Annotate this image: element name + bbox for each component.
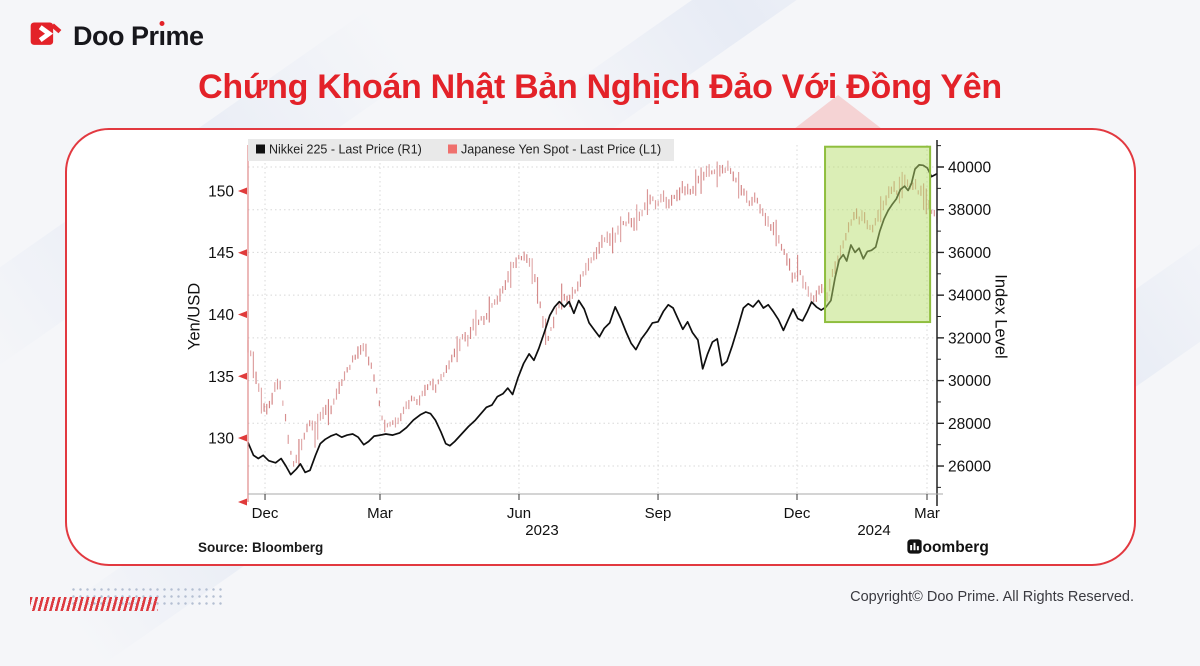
- copyright-text: Copyright© Doo Prime. All Rights Reserve…: [850, 589, 1134, 605]
- svg-text:Mar: Mar: [914, 505, 940, 522]
- svg-text:140: 140: [208, 307, 234, 324]
- right-axis: 26000 28000 30000 32000 34000 36000 38000 40000: [936, 140, 991, 506]
- left-axis-title: Yen/USD: [185, 282, 204, 351]
- svg-text:Japanese Yen Spot - Last Price: Japanese Yen Spot - Last Price (L1): [461, 143, 661, 157]
- svg-text:Sep: Sep: [645, 505, 672, 522]
- bloomberg-wordmark: Bloomberg: [907, 539, 989, 556]
- left-axis: 150 145 140 135 130: [208, 145, 249, 506]
- doo-prime-logo-icon: [30, 17, 64, 56]
- svg-text:130: 130: [208, 431, 234, 448]
- pink-triangle-decoration: [794, 95, 882, 129]
- chart-card: 150 145 140 135 130 26000 28000 30000 32000 34000…: [65, 128, 1136, 566]
- right-axis-title: Index Level: [991, 274, 1010, 359]
- svg-text:40000: 40000: [948, 159, 991, 176]
- svg-text:135: 135: [208, 369, 234, 386]
- svg-text:2023: 2023: [525, 522, 558, 539]
- svg-text:150: 150: [208, 183, 234, 200]
- svg-text:Dec: Dec: [784, 505, 811, 522]
- svg-text:Nikkei 225 - Last Price (R1): Nikkei 225 - Last Price (R1): [269, 143, 422, 157]
- page-title: Chứng Khoán Nhật Bản Nghịch Đảo Với Đồng…: [198, 68, 1002, 106]
- svg-text:30000: 30000: [948, 373, 991, 390]
- highlight-box: [824, 145, 932, 324]
- red-hatch-decoration: [30, 597, 158, 611]
- legend: Nikkei 225 - Last Price (R1) Japanese Yen…: [248, 139, 674, 161]
- header: Doo Prıme: [30, 17, 204, 56]
- svg-text:Dec: Dec: [252, 505, 279, 522]
- svg-text:36000: 36000: [948, 245, 991, 262]
- svg-text:Mar: Mar: [367, 505, 393, 522]
- source-label: Source: Bloomberg: [198, 540, 324, 555]
- x-axis: Dec Mar Jun Sep Dec Mar 2023 2024: [248, 493, 943, 539]
- svg-text:Jun: Jun: [507, 505, 531, 522]
- svg-text:34000: 34000: [948, 288, 991, 305]
- svg-text:145: 145: [208, 245, 234, 262]
- svg-text:28000: 28000: [948, 416, 991, 433]
- svg-text:2024: 2024: [857, 522, 890, 539]
- svg-text:32000: 32000: [948, 330, 991, 347]
- svg-text:38000: 38000: [948, 202, 991, 219]
- svg-text:26000: 26000: [948, 459, 991, 476]
- brand-name: Doo Prıme: [73, 21, 204, 51]
- bloomberg-attribution: Bloomberg: [907, 539, 994, 557]
- chart-svg: 150 145 140 135 130 26000 28000 30000 32000 34000…: [208, 139, 991, 539]
